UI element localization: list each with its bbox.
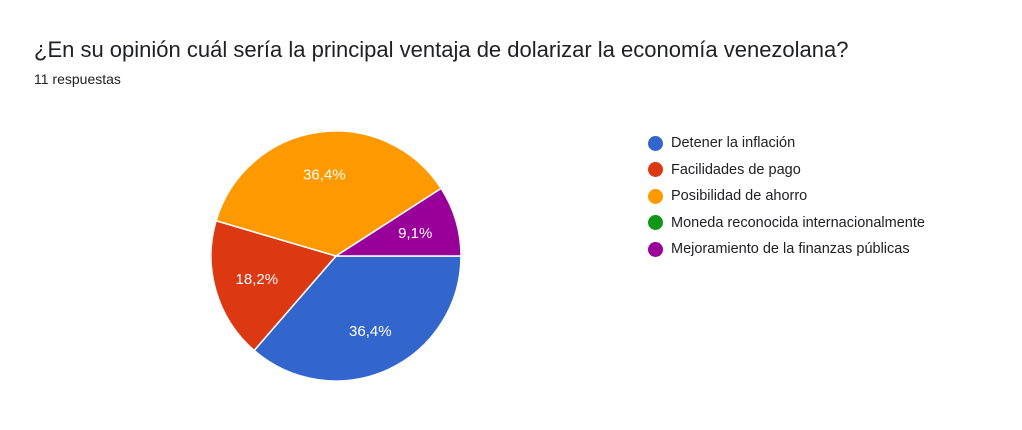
legend-label: Detener la inflación [671,135,796,152]
legend-item-2[interactable]: Posibilidad de ahorro [648,183,925,210]
legend-label: Mejoramiento de la finanzas públicas [671,241,910,258]
pie-slice-4[interactable] [333,187,462,257]
chart-legend: Detener la inflación Facilidades de pago P… [648,130,925,263]
legend-item-4[interactable]: Mejoramiento de la finanzas públicas [648,236,925,263]
legend-label: Posibilidad de ahorro [671,188,808,205]
legend-label: Facilidades de pago [671,161,801,178]
pie-slice-0[interactable] [253,255,462,382]
pie-slice-1[interactable] [210,219,338,352]
legend-label: Moneda reconocida internacionalmente [671,214,925,231]
legend-item-1[interactable]: Facilidades de pago [648,157,925,184]
pie-slice-label-1: 18,2% [236,271,279,288]
response-count: 11 respuestas [34,71,121,87]
pie-slice-label-4: 9,1% [398,225,432,242]
legend-swatch-icon [648,215,663,231]
pie-chart: 36,4% 18,2% 36,4% 9,1% [210,130,462,382]
legend-swatch-icon [648,135,663,151]
pie-slice-label-2: 36,4% [303,166,346,183]
pie-slice-2[interactable] [215,130,443,257]
question-title: ¿En su opinión cuál sería la principal v… [34,37,849,62]
legend-swatch-icon [648,241,663,257]
legend-item-3[interactable]: Moneda reconocida internacionalmente [648,210,925,237]
pie-slice-label-0: 36,4% [349,323,392,340]
legend-item-0[interactable]: Detener la inflación [648,130,925,157]
legend-swatch-icon [648,162,663,178]
legend-swatch-icon [648,188,663,204]
